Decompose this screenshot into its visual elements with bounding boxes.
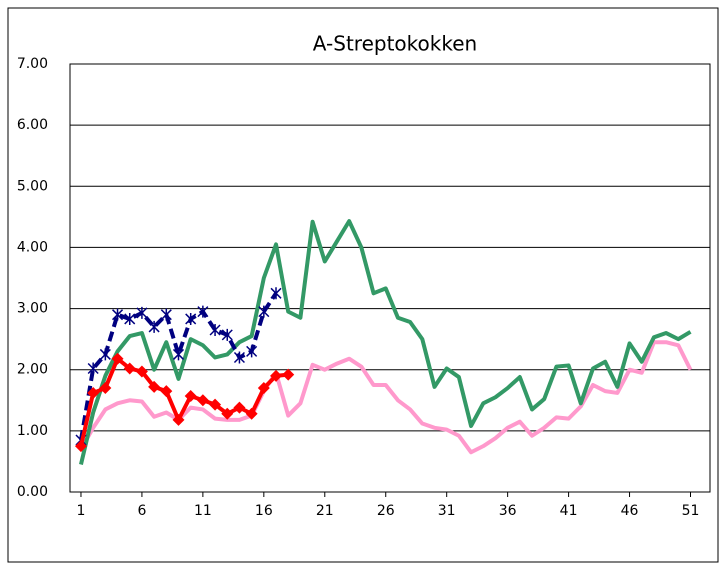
marker bbox=[197, 305, 209, 318]
marker bbox=[136, 306, 148, 319]
x-tick-label: 51 bbox=[682, 503, 700, 519]
x-tick-label: 11 bbox=[194, 503, 212, 519]
marker bbox=[135, 365, 148, 378]
x-tick-label: 26 bbox=[377, 503, 395, 519]
x-tick-label: 46 bbox=[621, 503, 639, 519]
marker bbox=[148, 380, 161, 393]
marker bbox=[221, 407, 234, 420]
marker bbox=[87, 362, 99, 375]
marker bbox=[258, 305, 270, 318]
x-tick-label: 41 bbox=[560, 503, 578, 519]
x-tick-label: 21 bbox=[316, 503, 334, 519]
y-tick-label: 3.00 bbox=[17, 301, 48, 317]
marker bbox=[172, 413, 185, 426]
marker bbox=[123, 362, 136, 375]
marker bbox=[246, 345, 258, 358]
marker bbox=[99, 382, 112, 395]
marker bbox=[87, 386, 100, 399]
x-tick-label: 31 bbox=[438, 503, 456, 519]
marker bbox=[209, 323, 221, 336]
marker bbox=[148, 320, 160, 333]
y-tick-label: 0.00 bbox=[17, 484, 48, 500]
y-tick-label: 7.00 bbox=[17, 56, 48, 72]
marker bbox=[74, 440, 87, 453]
y-tick-label: 5.00 bbox=[17, 178, 48, 194]
chart-title: A-Streptokokken bbox=[313, 32, 477, 56]
series-line bbox=[79, 219, 692, 465]
marker bbox=[172, 348, 185, 361]
marker bbox=[196, 394, 209, 407]
marker bbox=[221, 328, 233, 341]
y-tick-label: 1.00 bbox=[17, 423, 48, 439]
marker bbox=[245, 407, 258, 420]
x-tick-label: 1 bbox=[77, 503, 86, 519]
marker bbox=[99, 348, 111, 361]
marker bbox=[270, 287, 282, 300]
marker bbox=[111, 352, 124, 365]
series-line bbox=[78, 292, 278, 441]
marker bbox=[282, 368, 295, 381]
marker bbox=[160, 308, 172, 321]
x-tick-label: 6 bbox=[137, 503, 146, 519]
y-tick-label: 4.00 bbox=[17, 239, 48, 255]
marker bbox=[160, 385, 173, 398]
marker bbox=[112, 308, 124, 321]
x-tick-label: 36 bbox=[499, 503, 517, 519]
series-line bbox=[79, 356, 289, 447]
marker bbox=[184, 390, 197, 403]
marker bbox=[257, 382, 270, 395]
marker bbox=[233, 401, 246, 414]
marker bbox=[185, 312, 197, 325]
marker bbox=[209, 398, 222, 411]
plot-area bbox=[69, 63, 711, 493]
y-tick-label: 2.00 bbox=[17, 362, 48, 378]
y-tick-label: 6.00 bbox=[17, 117, 48, 133]
marker bbox=[270, 369, 283, 382]
marker bbox=[233, 351, 245, 364]
x-tick-label: 16 bbox=[255, 503, 273, 519]
marker bbox=[124, 312, 136, 325]
